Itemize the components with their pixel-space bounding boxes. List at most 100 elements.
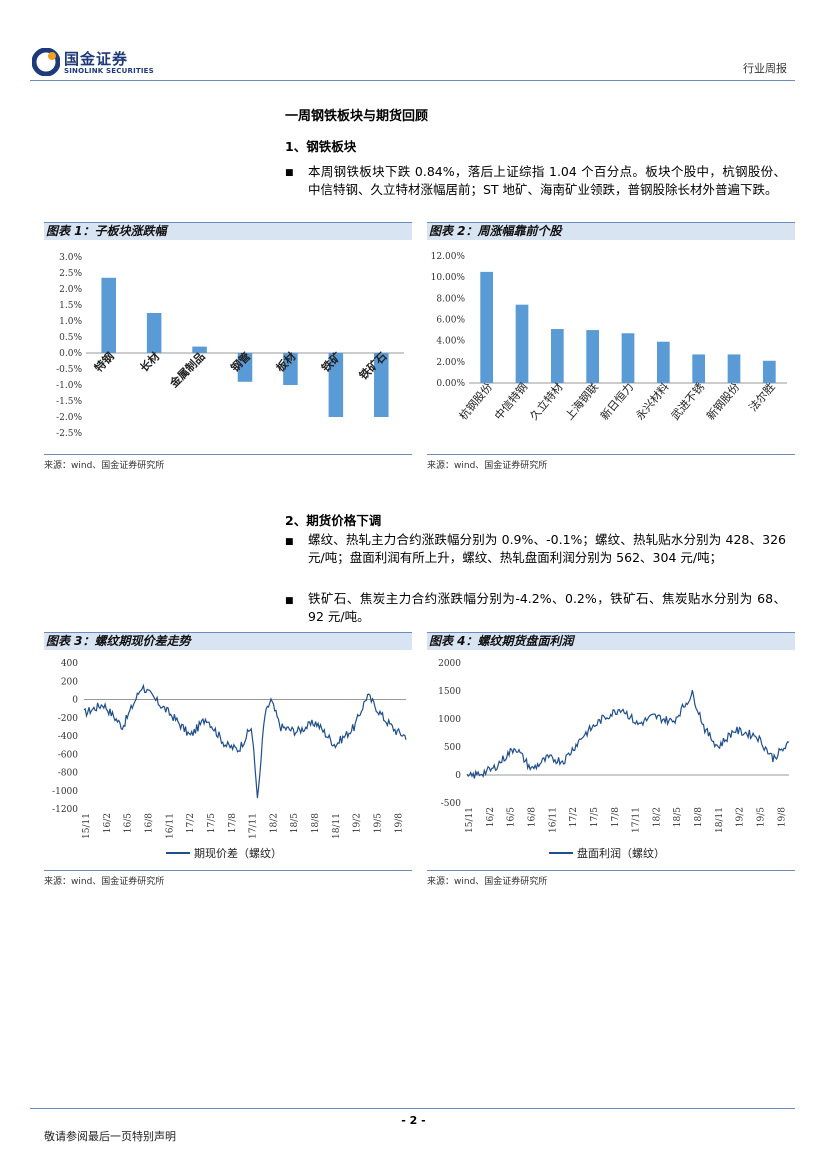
- x-tick-label: 18/11: [332, 813, 342, 839]
- paragraph-futures-rebar: 螺纹、热轧主力合约涨跌幅分别为 0.9%、-0.1%；螺纹、热轧贴水分别为 42…: [308, 532, 786, 565]
- x-category-label: 永兴材料: [633, 380, 672, 423]
- x-tick-label: 18/8: [694, 807, 704, 827]
- x-tick-label: 17/5: [207, 813, 217, 833]
- bar: [692, 354, 706, 383]
- x-tick-label: 17/8: [611, 807, 621, 827]
- y-tick-label: 1500: [438, 687, 461, 697]
- y-tick-label: -1000: [52, 787, 78, 797]
- bar: [237, 353, 253, 382]
- x-tick-label: 16/11: [165, 813, 175, 839]
- x-category-label: 金属制品: [166, 349, 208, 391]
- y-tick-label: 0: [455, 771, 461, 781]
- x-tick-label: 18/11: [715, 807, 725, 833]
- bar: [515, 304, 529, 383]
- y-tick-label: 4.00%: [436, 337, 465, 347]
- fig2-bottom-rule: [427, 454, 795, 455]
- x-category-label: 中信特钢: [491, 380, 530, 423]
- y-tick-label: 6.00%: [436, 316, 465, 326]
- bar: [192, 346, 207, 353]
- logo-text-cn: 国金证券: [64, 50, 129, 68]
- fig3-top-rule: [44, 632, 412, 633]
- fig1-source: 来源：wind、国金证券研究所: [44, 461, 165, 471]
- bar: [656, 341, 670, 383]
- x-tick-label: 17/5: [590, 807, 600, 827]
- bar: [480, 271, 494, 383]
- bar: [146, 313, 162, 353]
- paragraph-futures-ore: 铁矿石、焦炭主力合约涨跌幅分别为-4.2%、0.2%，铁矿石、焦炭贴水分别为 6…: [308, 591, 786, 624]
- y-tick-label: -800: [58, 769, 78, 779]
- x-tick-label: 19/5: [374, 813, 384, 833]
- logo-icon: [32, 48, 60, 76]
- x-tick-label: 17/2: [186, 813, 196, 833]
- x-tick-label: 18/2: [652, 807, 662, 827]
- y-tick-label: 0.0%: [59, 349, 82, 359]
- fig4-bottom-rule: [427, 870, 795, 871]
- y-tick-label: 8.00%: [436, 294, 465, 304]
- bar: [586, 330, 600, 383]
- page-number: - 2 -: [401, 1114, 426, 1127]
- x-tick-label: 19/2: [736, 807, 746, 827]
- subsection-steel: 1、钢铁板块: [285, 139, 357, 154]
- bar: [727, 354, 741, 383]
- fig1-top-rule: [44, 222, 412, 223]
- x-category-label: 新日恒力: [597, 380, 636, 423]
- y-tick-label: -600: [58, 750, 78, 760]
- y-tick-label: -1.5%: [56, 397, 82, 407]
- fig2-source: 来源：wind、国金证券研究所: [427, 461, 548, 471]
- x-tick-label: 17/11: [249, 813, 259, 839]
- header-divider: [30, 80, 795, 81]
- x-tick-label: 15/11: [82, 813, 92, 839]
- y-tick-label: 500: [444, 743, 461, 753]
- fig4-title: 图表 4：螺纹期货盘面利润: [427, 633, 795, 650]
- fig3-title: 图表 3：螺纹期现价差走势: [44, 633, 412, 650]
- fig4-top-rule: [427, 632, 795, 633]
- x-tick-label: 16/2: [486, 807, 496, 827]
- y-tick-label: 2000: [438, 659, 461, 669]
- y-tick-label: -1200: [52, 805, 78, 815]
- y-tick-label: 200: [61, 677, 78, 687]
- legend-label: 期现价差（螺纹）: [194, 846, 282, 860]
- bar: [550, 329, 564, 383]
- legend-label: 盘面利润（螺纹）: [577, 846, 665, 860]
- y-tick-label: -2.5%: [56, 429, 82, 439]
- x-tick-label: 16/8: [527, 807, 537, 827]
- y-tick-label: 0.5%: [59, 333, 82, 343]
- x-tick-label: 16/11: [548, 807, 558, 833]
- y-tick-label: 0.00%: [436, 379, 465, 389]
- y-tick-label: 3.0%: [59, 253, 82, 263]
- fig1-chart: 3.0% 2.5% 2.0% 1.5% 1.0% 0.5% 0.0% -0.5% -1.0% -1…: [56, 253, 404, 439]
- x-tick-label: 17/11: [632, 807, 642, 833]
- y-tick-label: 12.00%: [431, 252, 466, 262]
- x-tick-label: 17/2: [569, 807, 579, 827]
- bullet-icon: ■: [285, 168, 294, 178]
- y-tick-label: 1000: [438, 715, 461, 725]
- y-tick-label: -500: [441, 799, 461, 809]
- x-tick-label: 16/8: [144, 813, 154, 833]
- subsection-futures: 2、期货价格下调: [285, 513, 382, 528]
- x-tick-label: 17/8: [228, 813, 238, 833]
- x-tick-label: 16/5: [124, 813, 134, 833]
- section-title: 一周钢铁板块与期货回顾: [285, 109, 429, 124]
- bar: [374, 353, 389, 417]
- x-tick-label: 19/2: [353, 813, 363, 833]
- y-tick-label: 1.0%: [59, 317, 82, 327]
- series-line: [466, 689, 790, 779]
- x-category-label: 新钢股份: [703, 380, 742, 423]
- x-category-label: 法尔胜: [746, 380, 778, 414]
- y-tick-label: -2.0%: [56, 413, 82, 423]
- fig1-title: 图表 1：子板块涨跌幅: [44, 223, 412, 240]
- fig2-title: 图表 2：周涨幅靠前个股: [427, 223, 795, 240]
- x-tick-label: 18/2: [269, 813, 279, 833]
- disclaimer-note: 敬请参阅最后一页特别声明: [44, 1130, 176, 1143]
- x-tick-label: 16/5: [507, 807, 517, 827]
- x-tick-label: 18/5: [290, 813, 300, 833]
- bar: [101, 277, 116, 353]
- y-tick-label: 2.5%: [59, 269, 82, 279]
- fig4-chart: 2000 1500 1000 500 0 -500 15/11 16/2 16/5 16/8 16/…: [438, 659, 790, 860]
- y-tick-label: 0: [72, 696, 78, 706]
- x-tick-label: 18/8: [311, 813, 321, 833]
- y-tick-label: -0.5%: [56, 365, 82, 375]
- bullet-icon: ■: [285, 596, 294, 606]
- fig2-chart: 12.00%10.00%8.00%6.00%4.00%2.00%0.00%杭钢股…: [431, 252, 787, 423]
- y-tick-label: 400: [61, 659, 78, 669]
